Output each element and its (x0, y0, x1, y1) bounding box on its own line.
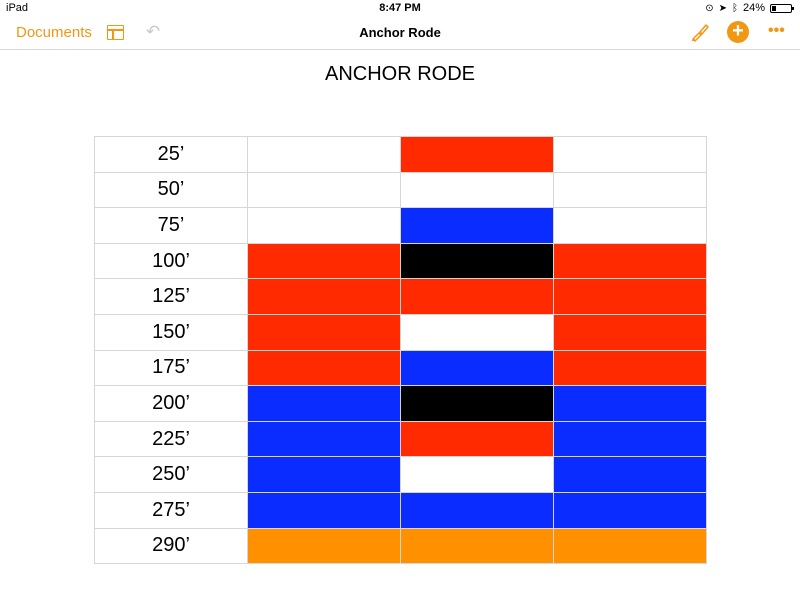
color-cell[interactable] (400, 313, 554, 351)
color-cell[interactable] (400, 420, 554, 458)
color-cell[interactable] (400, 207, 554, 244)
table-row: 275’ (94, 491, 707, 529)
length-label[interactable]: 150’ (94, 313, 248, 351)
color-cell[interactable] (400, 349, 554, 387)
color-cell[interactable] (400, 527, 554, 565)
add-button[interactable]: + (727, 21, 749, 43)
color-cell[interactable] (247, 136, 401, 173)
color-cell[interactable] (553, 420, 707, 458)
length-label[interactable]: 275’ (94, 491, 248, 529)
color-cell[interactable] (247, 207, 401, 244)
color-cell[interactable] (553, 385, 707, 422)
color-cell[interactable] (400, 171, 554, 209)
color-cell[interactable] (553, 313, 707, 351)
toolbar: Documents ↶ Anchor Rode + ••• (0, 16, 800, 50)
color-cell[interactable] (247, 278, 401, 315)
table-row: 25’ (94, 136, 707, 173)
color-cell[interactable] (247, 456, 401, 493)
table-row: 75’ (94, 207, 707, 244)
color-cell[interactable] (400, 385, 554, 422)
color-cell[interactable] (400, 278, 554, 315)
orientation-lock-icon: ⊙ (705, 2, 714, 14)
battery-level (772, 5, 777, 11)
color-cell[interactable] (247, 527, 401, 565)
color-cell[interactable] (553, 456, 707, 493)
length-label[interactable]: 25’ (94, 136, 248, 173)
color-cell[interactable] (553, 491, 707, 529)
anchor-rode-table[interactable]: 25’ 50’ 75’ 100’ 125’ 150’ 175’ 200’ 225’ 250’ 275… (94, 136, 707, 565)
table-row: 200’ (94, 385, 707, 422)
device-name: iPad (6, 2, 29, 14)
length-label[interactable]: 200’ (94, 385, 248, 422)
length-label[interactable]: 100’ (94, 242, 248, 280)
color-cell[interactable] (553, 136, 707, 173)
undo-icon[interactable]: ↶ (146, 22, 161, 41)
length-label[interactable]: 75’ (94, 207, 248, 244)
bluetooth-icon: ᛒ (731, 2, 738, 14)
battery-percent: 24% (742, 2, 765, 14)
length-label[interactable]: 175’ (94, 349, 248, 387)
color-cell[interactable] (247, 349, 401, 387)
location-icon: ➤ (718, 2, 727, 14)
table-row: 50’ (94, 171, 707, 209)
color-cell[interactable] (247, 242, 401, 280)
length-label[interactable]: 50’ (94, 171, 248, 209)
color-cell[interactable] (247, 491, 401, 529)
color-cell[interactable] (400, 242, 554, 280)
table-row: 125’ (94, 278, 707, 315)
color-cell[interactable] (553, 207, 707, 244)
length-label[interactable]: 225’ (94, 420, 248, 458)
color-cell[interactable] (247, 420, 401, 458)
documents-button[interactable]: Documents (16, 24, 92, 41)
length-label[interactable]: 125’ (94, 278, 248, 315)
table-row: 175’ (94, 349, 707, 387)
status-indicators: ⊙ ➤ ᛒ 24% (705, 2, 794, 14)
color-cell[interactable] (553, 242, 707, 280)
battery-icon (770, 3, 794, 13)
color-cell[interactable] (400, 136, 554, 173)
status-bar: iPad 8:47 PM ⊙ ➤ ᛒ 24% (0, 0, 800, 16)
color-cell[interactable] (400, 456, 554, 493)
table-row: 225’ (94, 420, 707, 458)
page-title: ANCHOR RODE (324, 63, 475, 85)
paintbrush-icon[interactable] (690, 22, 710, 42)
table-row: 100’ (94, 242, 707, 280)
sidebar-icon[interactable] (107, 25, 124, 40)
table-row: 250’ (94, 456, 707, 493)
color-cell[interactable] (553, 278, 707, 315)
status-time: 8:47 PM (379, 2, 421, 14)
color-cell[interactable] (553, 171, 707, 209)
color-cell[interactable] (553, 349, 707, 387)
color-cell[interactable] (247, 171, 401, 209)
table-row: 150’ (94, 313, 707, 351)
color-cell[interactable] (400, 491, 554, 529)
color-cell[interactable] (247, 313, 401, 351)
more-icon[interactable]: ••• (768, 22, 785, 39)
table-row: 290’ (94, 527, 707, 565)
color-cell[interactable] (553, 527, 707, 565)
color-cell[interactable] (247, 385, 401, 422)
length-label[interactable]: 250’ (94, 456, 248, 493)
length-label[interactable]: 290’ (94, 527, 248, 565)
